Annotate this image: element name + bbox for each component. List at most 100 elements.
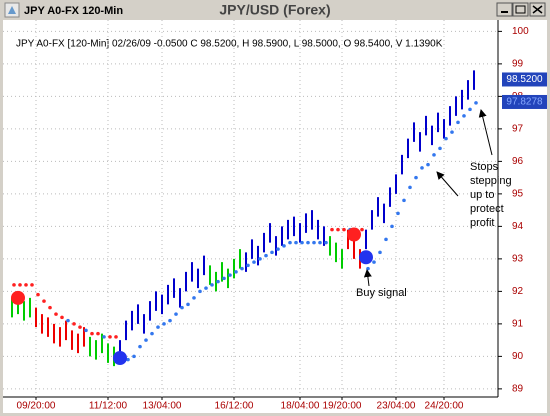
stop-dot — [432, 153, 436, 157]
price-tag-label: 97.8278 — [506, 97, 543, 108]
stop-dot — [180, 305, 184, 310]
stop-dot — [222, 276, 226, 281]
y-tick-label: 99 — [512, 59, 524, 70]
stop-dot — [72, 322, 76, 326]
y-tick-label: 96 — [512, 156, 524, 167]
signal — [11, 290, 25, 305]
stop-dot — [228, 273, 232, 277]
stop-dot — [378, 250, 382, 255]
x-tick-label: 18/04:00 — [281, 401, 320, 412]
stop-dot — [384, 237, 388, 242]
stop-dot — [252, 260, 256, 264]
stop-dot — [438, 146, 442, 151]
stop-dot — [102, 335, 106, 339]
annotation: up to — [470, 189, 494, 201]
x-tick-label: 11/12:00 — [89, 401, 128, 412]
maximize-glyph — [515, 5, 526, 14]
signal — [359, 250, 373, 265]
stop-arrow — [436, 171, 459, 197]
annotation: stepping — [470, 175, 512, 187]
price-tag-label: 98.5200 — [506, 74, 543, 85]
stop-dot — [84, 328, 88, 333]
stop-dot — [54, 312, 58, 316]
stop-dot — [390, 224, 394, 229]
stop-dot — [420, 166, 424, 170]
stop-dot — [306, 240, 310, 245]
x-tick-label: 23/04:00 — [377, 401, 416, 412]
stop-dot — [366, 266, 370, 271]
x-tick-label: 24/20:00 — [425, 401, 464, 412]
stop-dot — [360, 227, 364, 232]
stop-dot — [372, 260, 376, 264]
window-title: JPY A0-FX 120-Min — [24, 5, 123, 17]
stop-dot — [24, 283, 28, 287]
x-tick-label: 16/12:00 — [215, 401, 254, 412]
stop-dot — [270, 250, 274, 255]
stop-dot — [408, 185, 412, 190]
stop-dot — [168, 318, 172, 323]
arrows — [363, 109, 493, 287]
stop-dot — [456, 120, 460, 125]
stop-dot — [282, 244, 286, 248]
stop-dot — [114, 335, 118, 339]
stop-dot — [174, 312, 178, 316]
stop-dot — [396, 211, 400, 216]
stop-dot — [240, 266, 244, 271]
stop-dot — [36, 292, 40, 297]
stop-dot — [126, 357, 130, 362]
window-icon-glyph — [8, 6, 16, 14]
y-tick-label: 89 — [512, 384, 524, 395]
annotation: protect — [470, 203, 504, 215]
stop-dot — [150, 331, 154, 336]
x-tick-label: 09/20:00 — [17, 401, 56, 412]
y-tick-label: 97 — [512, 124, 524, 135]
stop-dot — [330, 227, 334, 232]
stop-dot — [336, 227, 340, 232]
maximize-button[interactable] — [512, 2, 529, 17]
minimize-button[interactable] — [496, 2, 513, 17]
stop-dot — [216, 279, 220, 284]
stop-dot — [414, 175, 418, 180]
stop-dot — [426, 162, 430, 167]
stop-dot — [186, 302, 190, 307]
price-tag — [502, 72, 547, 87]
stop-dot — [198, 289, 202, 294]
close-glyph — [532, 5, 543, 14]
chart-title: JPY/USD (Forex) — [219, 2, 330, 18]
y-tick-label: 95 — [512, 189, 524, 200]
stop-dot — [264, 253, 268, 258]
stop-dot — [204, 286, 208, 290]
stop-dot — [468, 107, 472, 112]
stop-dot — [42, 299, 46, 303]
stop-dot — [258, 257, 262, 261]
x-tick-label: 19/20:00 — [323, 401, 362, 412]
stop-dot — [60, 315, 64, 320]
x-axis-area — [3, 397, 547, 413]
stop-dot — [96, 331, 100, 336]
y-tick-label: 94 — [512, 221, 524, 232]
stop-arrow — [478, 109, 493, 156]
signal — [347, 227, 361, 242]
annotation: Stops — [470, 161, 499, 173]
stop-dot — [246, 263, 250, 268]
x-tick-label: 13/04:00 — [143, 401, 182, 412]
stop-dot — [450, 130, 454, 134]
stop-dot — [276, 247, 280, 251]
stop-dot — [324, 240, 328, 245]
stop-dot — [288, 240, 292, 245]
stop-dot — [30, 283, 34, 287]
stop-dot — [144, 338, 148, 342]
stop-dot — [156, 325, 160, 329]
y-tick-label: 92 — [512, 286, 524, 297]
buy-arrow — [363, 269, 372, 287]
stop-dot — [312, 240, 316, 245]
stop-dot — [48, 305, 52, 310]
stop-dot — [138, 344, 142, 349]
y-tick-label: 90 — [512, 351, 524, 362]
stop-dot — [294, 240, 298, 245]
stop-dot — [318, 240, 322, 245]
stop-dot — [132, 354, 136, 359]
stop-dot — [108, 335, 112, 339]
stop-dot — [90, 331, 94, 336]
